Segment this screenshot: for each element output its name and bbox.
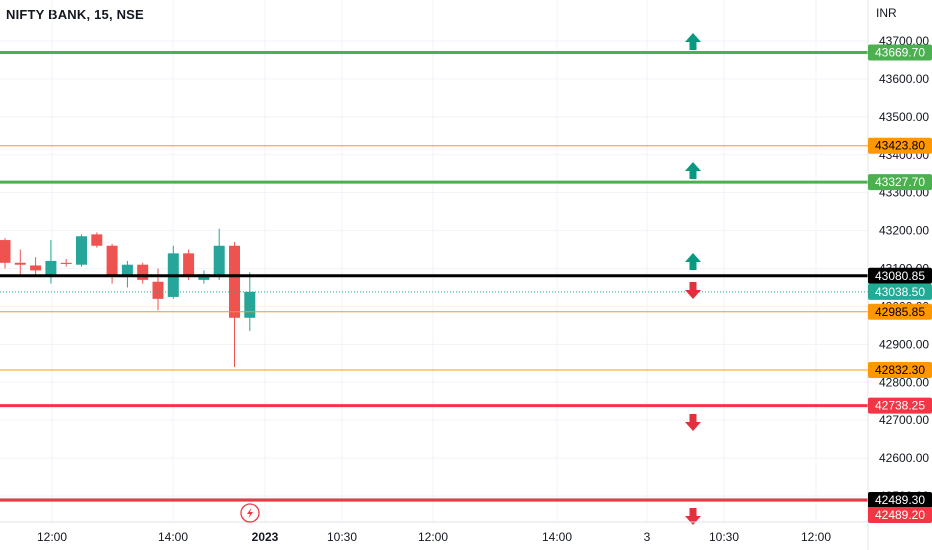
price-badge-resistance [868, 44, 932, 61]
price-badge-label: 43080.85 [875, 269, 925, 283]
price-tick-label: 42700.00 [879, 413, 929, 427]
price-badge-label: 43423.80 [875, 139, 925, 153]
arrow-down-icon [685, 508, 701, 525]
price-badge-label: 42738.25 [875, 399, 925, 413]
price-tick-label: 42600.00 [879, 451, 929, 465]
arrow-down-icon [685, 282, 701, 299]
candle-body[interactable] [30, 265, 42, 271]
price-badge-level [868, 137, 932, 154]
price-badge-label: 42489.30 [875, 493, 925, 507]
arrow-up-icon [685, 253, 701, 270]
grid [0, 0, 868, 522]
price-badge-level [868, 362, 932, 379]
price-tick-label: 42800.00 [879, 375, 929, 389]
candle-body[interactable] [45, 260, 57, 277]
price-badge-pivot [868, 267, 932, 284]
price-badge-last_price [868, 283, 932, 300]
candle-body[interactable] [152, 281, 164, 299]
candles [0, 228, 256, 368]
candle-body[interactable] [229, 245, 240, 318]
price-badge-label: 42832.30 [875, 363, 925, 377]
level-arrows [685, 33, 701, 525]
time-tick-label: 3 [644, 530, 651, 544]
price-badge-label: 43669.70 [875, 45, 925, 59]
candle-body[interactable] [91, 234, 103, 246]
candle-body[interactable] [14, 262, 26, 265]
arrow-up-icon [685, 33, 701, 50]
price-badges: 43669.70 43423.80 43327.70 43080.85 43038.50… [868, 44, 932, 523]
candle-body[interactable] [213, 245, 225, 277]
price-badge-pivot [868, 492, 932, 508]
time-axis[interactable]: 12:00 14:00 2023 10:30 12:00 14:00 3 10:30 12:00 [37, 530, 831, 544]
time-tick-label: 14:00 [158, 530, 188, 544]
candle-body[interactable] [121, 264, 133, 277]
arrow-down-icon [685, 414, 701, 431]
time-tick-label: 12:00 [801, 530, 831, 544]
price-badge-resistance [868, 174, 932, 191]
time-tick-label: 10:30 [327, 530, 357, 544]
symbol-title[interactable]: NIFTY BANK, 15, NSE [6, 7, 144, 22]
candle-body[interactable] [183, 253, 195, 277]
lightning-icon[interactable] [240, 503, 260, 523]
currency-label: INR [876, 6, 897, 20]
time-tick-label: 10:30 [709, 530, 739, 544]
candle-body[interactable] [76, 236, 87, 265]
price-badge-support [868, 507, 932, 523]
price-badge-label: 42985.85 [875, 305, 925, 319]
price-badge-label: 43038.50 [875, 285, 925, 299]
time-tick-label: 12:00 [37, 530, 67, 544]
price-badge-support [868, 397, 932, 414]
price-tick-label: 43200.00 [879, 224, 929, 238]
price-tick-label: 42900.00 [879, 337, 929, 351]
candle-body[interactable] [0, 240, 11, 263]
arrow-up-icon [685, 162, 701, 179]
price-badge-level [868, 303, 932, 320]
price-badge-label: 42489.20 [875, 508, 925, 522]
price-badge-label: 43327.70 [875, 175, 925, 189]
price-tick-label: 43500.00 [879, 110, 929, 124]
candle-body[interactable] [137, 264, 149, 280]
time-tick-label: 12:00 [418, 530, 448, 544]
candle-body[interactable] [244, 291, 256, 318]
candle-body[interactable] [106, 245, 118, 277]
price-tick-label: 43600.00 [879, 72, 929, 86]
time-tick-label: 2023 [252, 530, 279, 544]
price-levels [0, 50, 868, 502]
candle-body[interactable] [60, 262, 72, 264]
time-tick-label: 14:00 [542, 530, 572, 544]
